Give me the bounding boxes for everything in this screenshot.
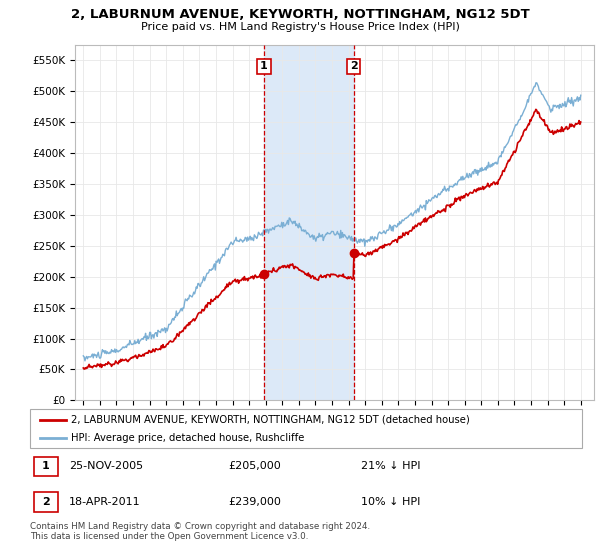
Text: 1: 1 bbox=[42, 461, 50, 472]
Text: 1: 1 bbox=[260, 62, 268, 72]
Text: 10% ↓ HPI: 10% ↓ HPI bbox=[361, 497, 421, 507]
Text: Price paid vs. HM Land Registry's House Price Index (HPI): Price paid vs. HM Land Registry's House … bbox=[140, 22, 460, 32]
Text: 21% ↓ HPI: 21% ↓ HPI bbox=[361, 461, 421, 472]
FancyBboxPatch shape bbox=[30, 409, 582, 448]
Bar bbox=[264, 45, 353, 400]
Text: 2, LABURNUM AVENUE, KEYWORTH, NOTTINGHAM, NG12 5DT (detached house): 2, LABURNUM AVENUE, KEYWORTH, NOTTINGHAM… bbox=[71, 415, 470, 425]
Text: £239,000: £239,000 bbox=[229, 497, 281, 507]
Text: HPI: Average price, detached house, Rushcliffe: HPI: Average price, detached house, Rush… bbox=[71, 433, 305, 443]
Text: 25-NOV-2005: 25-NOV-2005 bbox=[68, 461, 143, 472]
Text: 18-APR-2011: 18-APR-2011 bbox=[68, 497, 140, 507]
Text: 2: 2 bbox=[42, 497, 50, 507]
Text: £205,000: £205,000 bbox=[229, 461, 281, 472]
Text: Contains HM Land Registry data © Crown copyright and database right 2024.
This d: Contains HM Land Registry data © Crown c… bbox=[30, 522, 370, 542]
Text: 2, LABURNUM AVENUE, KEYWORTH, NOTTINGHAM, NG12 5DT: 2, LABURNUM AVENUE, KEYWORTH, NOTTINGHAM… bbox=[71, 8, 529, 21]
FancyBboxPatch shape bbox=[34, 492, 58, 512]
Text: 2: 2 bbox=[350, 62, 358, 72]
FancyBboxPatch shape bbox=[34, 456, 58, 477]
